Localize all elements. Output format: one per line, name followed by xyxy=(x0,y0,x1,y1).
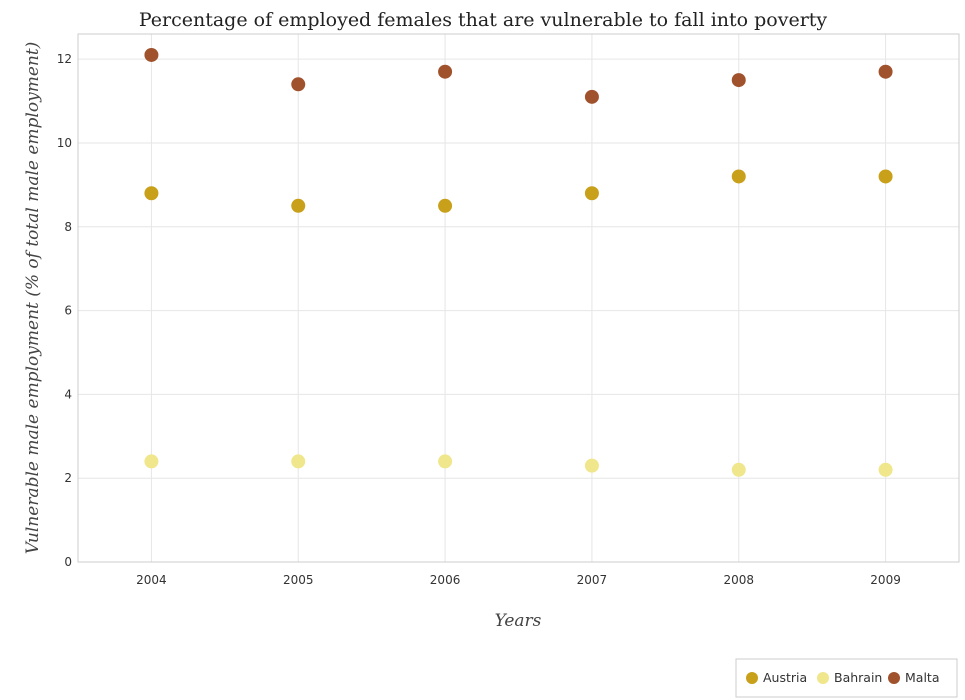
x-tick-label: 2006 xyxy=(430,573,461,587)
point-bahrain-2004 xyxy=(144,454,159,469)
y-tick-label: 2 xyxy=(64,471,72,485)
point-malta-2009 xyxy=(878,64,893,79)
point-bahrain-2006 xyxy=(438,454,453,469)
x-tick-label: 2005 xyxy=(283,573,314,587)
point-bahrain-2008 xyxy=(731,462,746,477)
y-tick-label: 4 xyxy=(64,387,72,401)
point-malta-2006 xyxy=(438,64,453,79)
point-bahrain-2005 xyxy=(291,454,306,469)
legend-box xyxy=(735,658,958,698)
x-axis-label: Years xyxy=(495,611,542,631)
x-tick-label: 2004 xyxy=(136,573,167,587)
point-austria-2009 xyxy=(878,169,893,184)
y-tick-label: 6 xyxy=(64,304,72,318)
point-malta-2004 xyxy=(144,47,159,62)
point-bahrain-2009 xyxy=(878,462,893,477)
plot-frame xyxy=(77,33,960,563)
point-austria-2005 xyxy=(291,198,306,213)
grid xyxy=(78,34,959,563)
point-malta-2005 xyxy=(291,77,306,92)
x-tick-label: 2008 xyxy=(723,573,754,587)
point-malta-2008 xyxy=(731,73,746,88)
chart-title: Percentage of employed females that are … xyxy=(139,9,828,31)
legend-label-austria: Austria xyxy=(763,670,807,685)
x-tick-label: 2007 xyxy=(577,573,608,587)
point-austria-2004 xyxy=(144,186,159,201)
legend: Austria Bahrain Malta xyxy=(735,658,958,698)
point-austria-2008 xyxy=(731,169,746,184)
legend-marker-bahrain xyxy=(817,672,829,684)
x-ticks: 2004 2005 2006 2007 2008 2009 xyxy=(136,573,901,587)
point-austria-2006 xyxy=(438,198,453,213)
data-points xyxy=(144,47,893,477)
point-malta-2007 xyxy=(584,89,599,104)
legend-label-malta: Malta xyxy=(905,670,939,685)
x-tick-label: 2009 xyxy=(870,573,901,587)
y-axis-label: Vulnerable male employment (% of total m… xyxy=(23,42,43,555)
y-tick-label: 12 xyxy=(57,52,72,66)
y-tick-label: 8 xyxy=(64,220,72,234)
y-tick-label: 0 xyxy=(64,555,72,569)
y-tick-label: 10 xyxy=(57,136,72,150)
y-ticks: 0 2 4 6 8 10 12 xyxy=(57,52,72,569)
legend-label-bahrain: Bahrain xyxy=(834,670,882,685)
legend-marker-austria xyxy=(746,672,758,684)
point-bahrain-2007 xyxy=(584,458,599,473)
legend-marker-malta xyxy=(888,672,900,684)
point-austria-2007 xyxy=(584,186,599,201)
